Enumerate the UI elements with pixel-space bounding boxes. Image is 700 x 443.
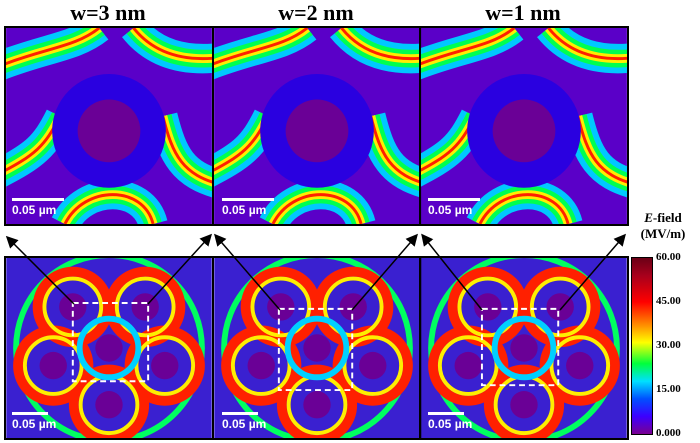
scale-bar-top-w2: 0.05 µm — [222, 198, 274, 217]
colorbar-title-symbol: E — [644, 210, 653, 225]
colorbar-tick: 60.00 — [656, 251, 681, 263]
zoom-panel-w1 — [419, 26, 629, 226]
scale-bar-bottom-w3: 0.05 µm — [12, 412, 56, 431]
colorbar-tick: 30.00 — [656, 339, 681, 351]
arrow-right-w2 — [351, 233, 418, 311]
scale-bar-top-w1: 0.05 µm — [428, 198, 480, 217]
arrow-left-w3 — [5, 235, 75, 305]
zoom-field-map — [6, 28, 212, 224]
full-field-map — [421, 258, 627, 438]
scale-label: 0.05 µm — [222, 203, 267, 217]
colorbar-title-text: -field — [652, 210, 682, 225]
zoom-panel-w2 — [212, 26, 422, 226]
title-w1: w=1 nm — [485, 0, 561, 25]
scale-label: 0.05 µm — [222, 417, 267, 431]
title-w3: w=3 nm — [70, 0, 146, 25]
scale-label: 0.05 µm — [428, 203, 473, 217]
colorbar-title: E-field (MV/m) — [630, 210, 696, 242]
arrow-left-w1 — [421, 233, 483, 311]
colorbar-unit: (MV/m) — [640, 226, 686, 241]
full-field-map — [6, 258, 212, 438]
scale-label: 0.05 µm — [428, 417, 473, 431]
title-w2: w=2 nm — [278, 0, 354, 25]
full-panel-w2 — [212, 256, 422, 440]
zoom-field-map — [214, 28, 420, 224]
scale-bar-bottom-w2: 0.05 µm — [222, 412, 266, 431]
scale-label: 0.05 µm — [12, 417, 57, 431]
scale-label: 0.05 µm — [12, 203, 57, 217]
zoom-field-map — [421, 28, 627, 224]
zoom-panel-w3 — [4, 26, 214, 226]
colorbar — [631, 257, 653, 435]
scale-bar-bottom-w1: 0.05 µm — [428, 412, 472, 431]
colorbar-tick: 0.000 — [656, 427, 681, 439]
arrow-right-w1 — [559, 233, 626, 311]
arrow-left-w2 — [214, 233, 281, 311]
full-field-map — [214, 258, 420, 438]
scale-bar-top-w3: 0.05 µm — [12, 198, 64, 217]
full-panel-w1 — [419, 256, 629, 440]
full-panel-w3 — [4, 256, 214, 440]
arrow-right-w3 — [147, 233, 213, 305]
colorbar-tick: 15.00 — [656, 383, 681, 395]
colorbar-tick: 45.00 — [656, 295, 681, 307]
